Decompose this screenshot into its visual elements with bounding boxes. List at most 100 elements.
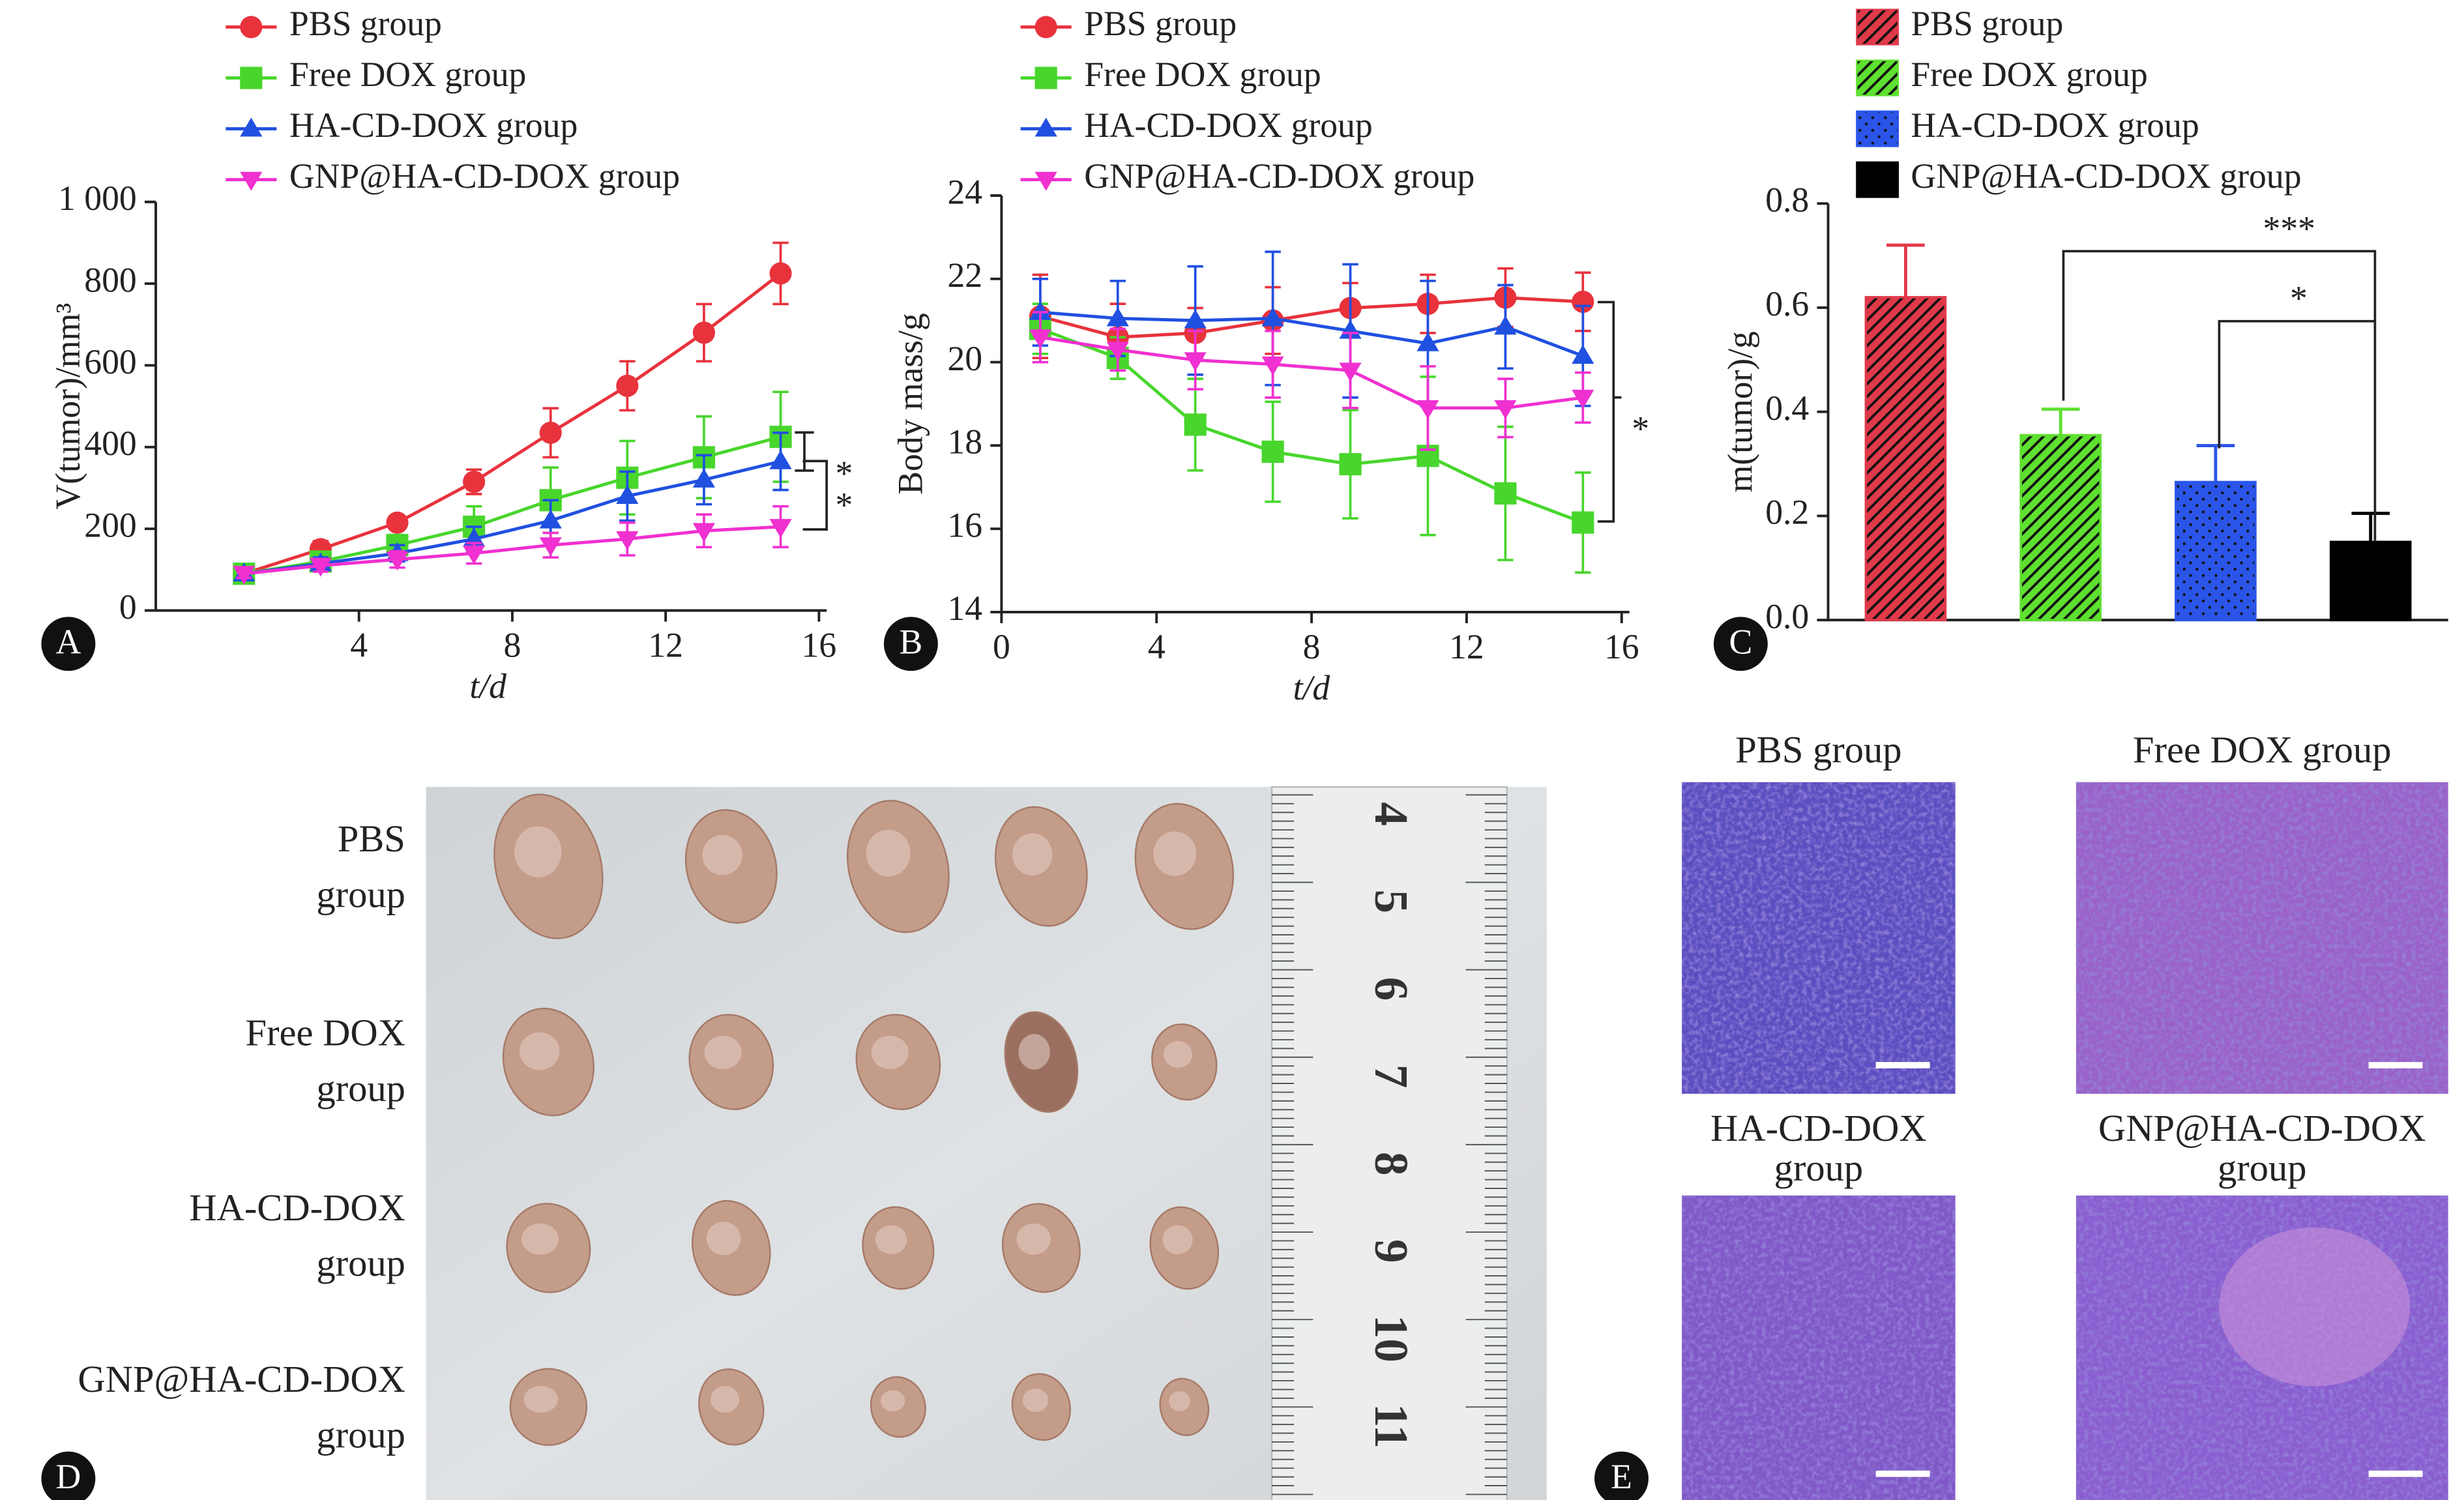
marker	[386, 551, 409, 571]
x-tick-label: 4	[1148, 627, 1166, 666]
marker	[769, 450, 792, 469]
ruler-number: 5	[1365, 889, 1418, 913]
marker	[692, 468, 716, 488]
tumor-highlight	[871, 1035, 909, 1070]
bar	[2175, 480, 2257, 621]
series-line	[243, 460, 782, 576]
x-tick-label: 0	[993, 627, 1010, 666]
significance-mark: *	[836, 454, 853, 493]
image-title: HA-CD-DOX	[1710, 1107, 1927, 1149]
marker	[309, 557, 332, 577]
image-title: group	[1774, 1147, 1864, 1189]
marker	[539, 509, 562, 529]
tumor-highlight	[702, 834, 742, 875]
marker	[769, 519, 792, 538]
marker	[233, 566, 256, 585]
x-tick-label: 12	[648, 625, 683, 664]
marker	[1184, 413, 1207, 436]
panel-label-badge	[1713, 617, 1768, 671]
marker	[1416, 332, 1439, 351]
y-axis-title: m(tumor)/g	[1721, 331, 1760, 492]
image-title: GNP@HA-CD-DOX	[2098, 1107, 2426, 1149]
marker	[1029, 329, 1051, 349]
marker	[1416, 400, 1439, 419]
y-tick-label: 800	[84, 260, 136, 299]
marker	[1184, 352, 1207, 372]
ruler-number: 9	[1365, 1239, 1418, 1263]
tumor-highlight	[1162, 1225, 1193, 1254]
y-tick-label: 24	[947, 172, 982, 211]
tumor-highlight	[706, 1222, 741, 1256]
marker	[769, 262, 792, 285]
y-tick-label: 200	[84, 505, 136, 544]
tumor-highlight	[866, 829, 911, 877]
marker	[692, 523, 716, 542]
legend-label: PBS group	[1911, 4, 2063, 43]
error-bar	[2351, 511, 2390, 542]
y-tick-label: 16	[947, 505, 982, 544]
histology-region	[2219, 1227, 2411, 1387]
row-label: group	[316, 1414, 405, 1456]
tumor-highlight	[704, 1035, 742, 1070]
marker	[1494, 400, 1517, 419]
significance-bracket	[795, 431, 814, 472]
error-bar	[1886, 243, 1925, 297]
marker	[1184, 309, 1207, 329]
marker	[1261, 440, 1284, 463]
marker	[1029, 301, 1051, 320]
series-line	[1040, 310, 1584, 358]
legend-label: PBS group	[1084, 4, 1237, 43]
marker	[616, 484, 639, 504]
tumor-highlight	[1153, 831, 1197, 876]
legend-label: GNP@HA-CD-DOX group	[289, 156, 680, 196]
legend-marker	[1034, 16, 1057, 38]
legend-marker	[240, 171, 263, 191]
histology-texture	[1682, 782, 1956, 1094]
y-tick-label: 0.8	[1765, 181, 1809, 220]
legend-marker	[240, 117, 263, 137]
tumor-highlight	[523, 1386, 558, 1413]
marker	[386, 511, 409, 534]
legend-label: HA-CD-DOX group	[1911, 106, 2199, 145]
y-tick-label: 600	[84, 342, 136, 381]
legend-label: GNP@HA-CD-DOX group	[1911, 156, 2301, 196]
series-line	[243, 435, 782, 576]
legend-label: Free DOX group	[289, 55, 527, 94]
marker	[1339, 453, 1362, 476]
legend-marker	[240, 16, 263, 38]
legend-swatch	[1856, 8, 1899, 46]
legend-marker	[240, 66, 263, 89]
marker	[1572, 344, 1594, 364]
error-bar	[2041, 407, 2080, 435]
series-line	[1040, 296, 1583, 339]
legend-swatch	[1856, 59, 1899, 96]
significance-mark: *	[2290, 279, 2308, 318]
tumor-highlight	[1164, 1040, 1193, 1068]
x-tick-label: 4	[350, 625, 368, 664]
panel-label-badge	[1594, 1451, 1649, 1500]
ruler-ticks	[1271, 794, 1507, 1495]
y-axis-title: V(tumor)/mm³	[48, 303, 87, 510]
legend-marker	[1034, 66, 1057, 89]
legend-label: Free DOX group	[1911, 55, 2147, 94]
tumor-highlight	[711, 1386, 739, 1413]
tumor-highlight	[1169, 1391, 1190, 1411]
ruler-number: 4	[1365, 802, 1418, 826]
panel-label-badge	[883, 617, 938, 671]
tumor-highlight	[875, 1225, 907, 1254]
marker	[463, 545, 486, 565]
bar	[2019, 434, 2102, 621]
y-tick-label: 14	[947, 589, 982, 628]
marker	[616, 374, 639, 397]
row-label: PBS	[338, 817, 405, 860]
panel-label: D	[55, 1457, 81, 1496]
tumor-highlight	[521, 1223, 559, 1255]
significance-mark: ***	[2263, 209, 2315, 248]
image-title: PBS group	[1735, 728, 1901, 771]
tumor-highlight	[1012, 833, 1053, 876]
ruler-number: 8	[1365, 1152, 1418, 1176]
legend-label: HA-CD-DOX group	[289, 106, 578, 145]
series-line	[1040, 335, 1583, 410]
y-tick-label: 18	[947, 422, 982, 462]
